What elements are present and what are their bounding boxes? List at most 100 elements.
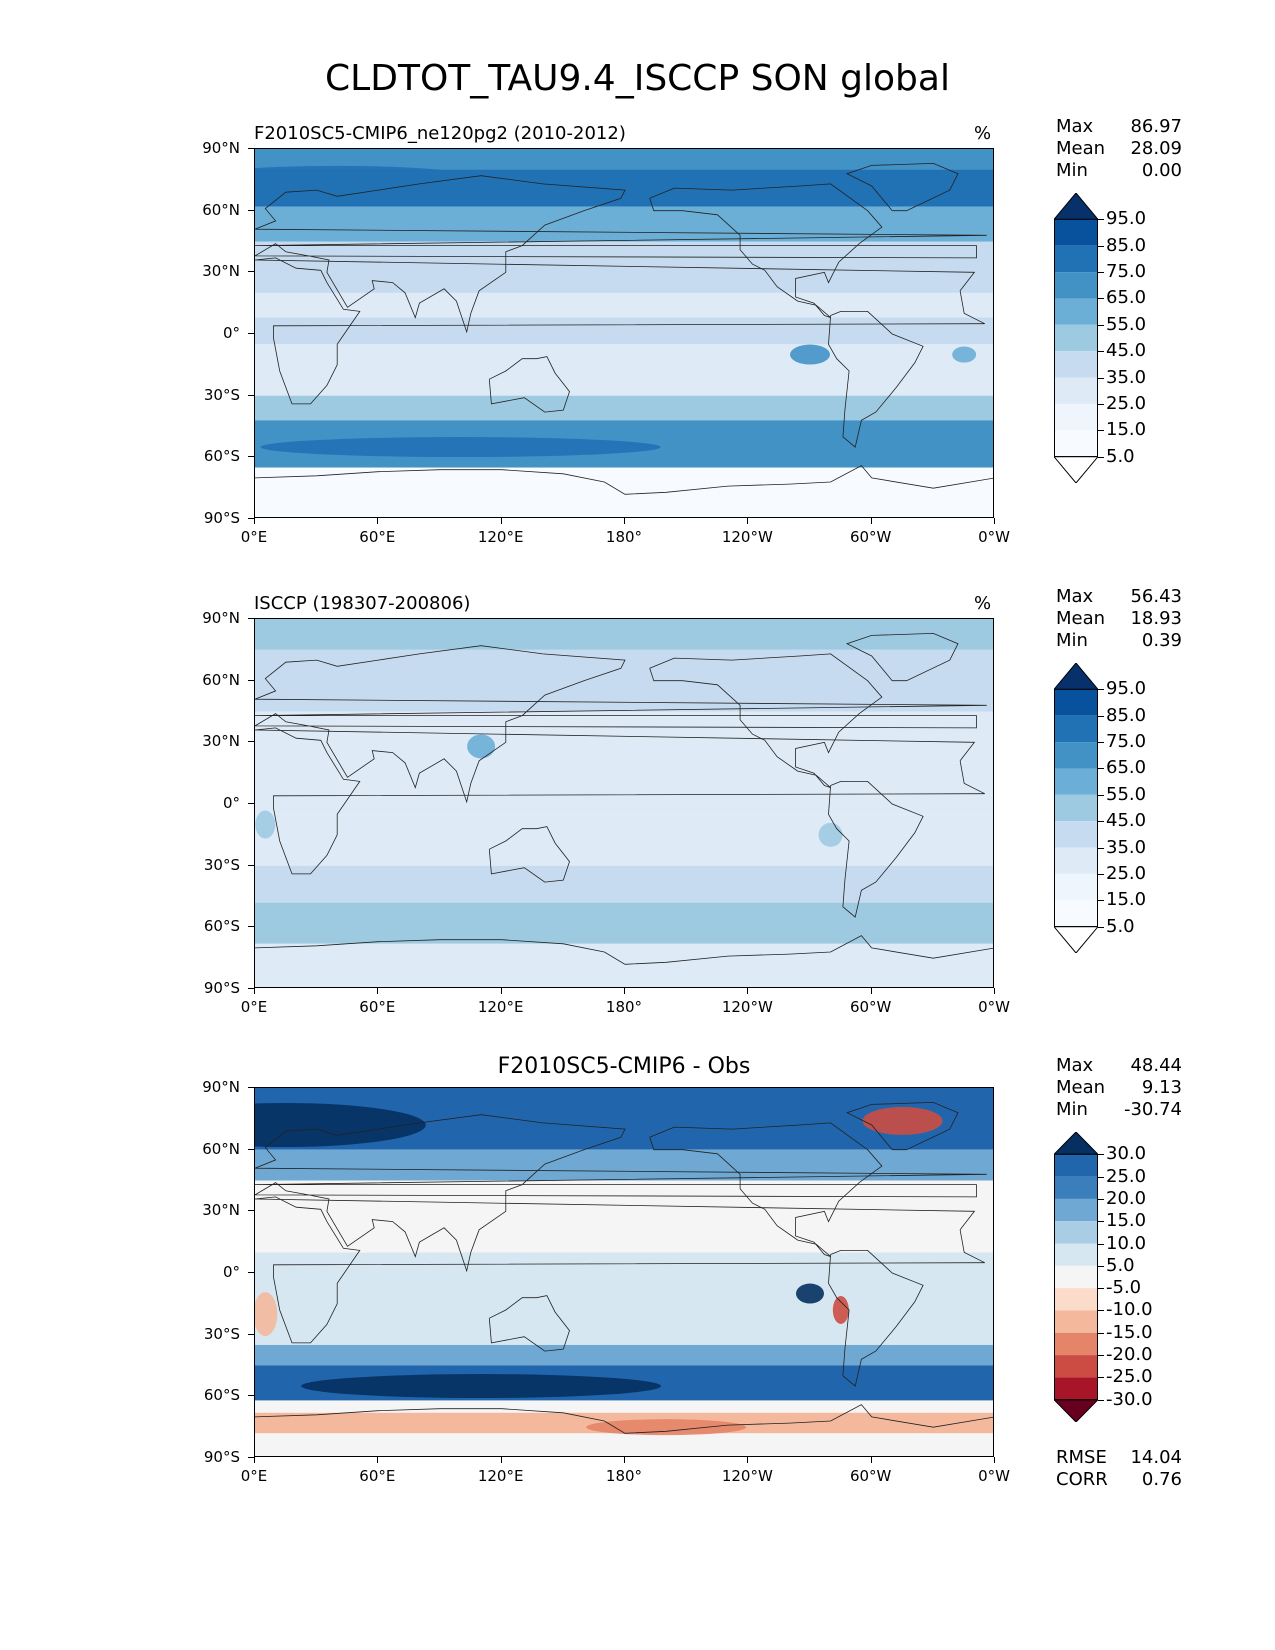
cloud-band xyxy=(255,1149,993,1181)
lon-tick-label: 60°W xyxy=(849,998,892,1016)
lon-tick-label: 60°W xyxy=(849,528,892,546)
stat-min-label: Min xyxy=(1056,1099,1088,1120)
lon-tick xyxy=(377,988,379,994)
colorbar-tick xyxy=(1098,1377,1104,1379)
colorbar-outline xyxy=(1054,218,1098,458)
colorbar-tick-label: 15.0 xyxy=(1106,419,1147,441)
colorbar-tick-label: 95.0 xyxy=(1106,678,1147,700)
colorbar-segment xyxy=(1054,847,1098,874)
cloud-feature xyxy=(255,810,276,839)
colorbar-tick xyxy=(1098,715,1104,717)
lat-tick xyxy=(248,209,254,211)
lon-tick-label: 0°W xyxy=(978,1467,1010,1485)
lat-tick-label: 0° xyxy=(222,324,240,342)
panel-title: F2010SC5-CMIP6_ne120pg2 (2010-2012) xyxy=(254,123,626,144)
colorbar-tick xyxy=(1098,1265,1104,1267)
colorbar-tick xyxy=(1098,1243,1104,1245)
lon-tick-label: 120°E xyxy=(477,998,524,1016)
cloud-band xyxy=(255,395,993,421)
lat-tick xyxy=(248,1457,254,1458)
lat-tick xyxy=(248,456,254,458)
map-plot xyxy=(254,1087,994,1457)
colorbar-tick-label: 25.0 xyxy=(1106,392,1147,414)
colorbar-tick-label: 15.0 xyxy=(1106,1210,1147,1232)
colorbar-segment xyxy=(1054,1355,1098,1378)
cloud-band xyxy=(255,317,993,345)
colorbar-segment xyxy=(1054,873,1098,901)
colorbar-extend-min xyxy=(1054,926,1098,953)
colorbar-tick xyxy=(1098,1198,1104,1200)
stat-max: Max 86.97 xyxy=(1056,116,1182,138)
colorbar-tick-label: 15.0 xyxy=(1106,889,1147,911)
lat-tick-label: 60°S xyxy=(203,917,240,936)
stat-rmse: RMSE 14.04 xyxy=(1056,1447,1182,1469)
lat-tick xyxy=(248,394,254,396)
lon-tick xyxy=(870,1457,872,1463)
lon-tick xyxy=(747,1457,749,1463)
colorbar-outline xyxy=(1054,1153,1098,1401)
colorbar-tick xyxy=(1098,821,1104,823)
lat-tick xyxy=(248,864,254,866)
south-america-coastline xyxy=(828,780,924,918)
stat-max-value: 48.44 xyxy=(1130,1055,1182,1076)
stat-mean-value: 18.93 xyxy=(1130,608,1182,629)
stat-mean-value: 28.09 xyxy=(1130,138,1182,159)
lon-tick xyxy=(994,988,995,994)
stat-mean-label: Mean xyxy=(1056,608,1106,629)
colorbar-segment xyxy=(1054,1221,1098,1244)
lat-tick-label: 0° xyxy=(222,794,240,812)
stat-min-value: 0.39 xyxy=(1141,630,1182,651)
colorbar-tick-label: 5.0 xyxy=(1106,445,1135,467)
stat-rmse-label: RMSE xyxy=(1056,1447,1107,1468)
lon-tick xyxy=(624,988,625,994)
colorbar-tick xyxy=(1098,456,1104,458)
colorbar-segment xyxy=(1054,377,1098,404)
colorbar-tick-label: 65.0 xyxy=(1106,287,1147,309)
cloud-feature xyxy=(832,1296,849,1324)
eurasia-coastline xyxy=(255,175,987,334)
lat-tick xyxy=(248,926,254,928)
cloud-feature xyxy=(255,165,488,194)
cloud-band xyxy=(255,865,993,903)
africa-coastline xyxy=(255,727,985,875)
colorbar-segment xyxy=(1054,351,1098,378)
lon-tick xyxy=(254,518,255,524)
stat-mean-label: Mean xyxy=(1056,1077,1106,1098)
colorbar-tick xyxy=(1098,377,1104,379)
cloud-feature xyxy=(260,437,661,458)
lat-tick xyxy=(248,1148,254,1150)
stat-corr-value: 0.76 xyxy=(1141,1469,1182,1490)
colorbar-tick xyxy=(1098,272,1104,274)
lon-tick-label: 120°E xyxy=(477,528,524,546)
lon-tick xyxy=(747,988,749,994)
colorbar-tick-label: 55.0 xyxy=(1106,783,1147,805)
lat-tick xyxy=(248,803,254,804)
colorbar-tick-label: -5.0 xyxy=(1106,1277,1142,1299)
lat-tick-label: 0° xyxy=(222,1263,240,1281)
colorbar-segment xyxy=(1054,245,1098,273)
lat-tick-label: 60°N xyxy=(202,200,240,219)
colorbar-tick-label: 75.0 xyxy=(1106,261,1147,283)
colorbar-segment xyxy=(1054,1310,1098,1333)
colorbar-segment xyxy=(1054,742,1098,769)
stat-min-label: Min xyxy=(1056,160,1088,181)
cloud-feature xyxy=(796,1283,824,1304)
stat-max-value: 56.43 xyxy=(1130,586,1182,607)
colorbar-tick-label: 45.0 xyxy=(1106,810,1147,832)
colorbar-tick xyxy=(1098,219,1104,221)
cloud-feature xyxy=(952,346,977,363)
stat-mean: Mean 28.09 xyxy=(1056,138,1182,160)
lon-tick xyxy=(254,1457,255,1463)
antarctica-coastline xyxy=(255,1404,993,1434)
north-america-coastline xyxy=(649,1122,883,1257)
lon-tick-label: 0°E xyxy=(240,528,268,546)
lon-tick xyxy=(500,1457,502,1463)
lat-tick xyxy=(248,1210,254,1212)
stat-max-value: 86.97 xyxy=(1130,116,1182,137)
colorbar-segment xyxy=(1054,1332,1098,1356)
colorbar-segment xyxy=(1054,1198,1098,1222)
stat-mean: Mean 18.93 xyxy=(1056,608,1182,630)
lon-tick-label: 120°E xyxy=(477,1467,524,1485)
stat-mean: Mean 9.13 xyxy=(1056,1077,1182,1099)
colorbar-tick-label: 85.0 xyxy=(1106,704,1147,726)
